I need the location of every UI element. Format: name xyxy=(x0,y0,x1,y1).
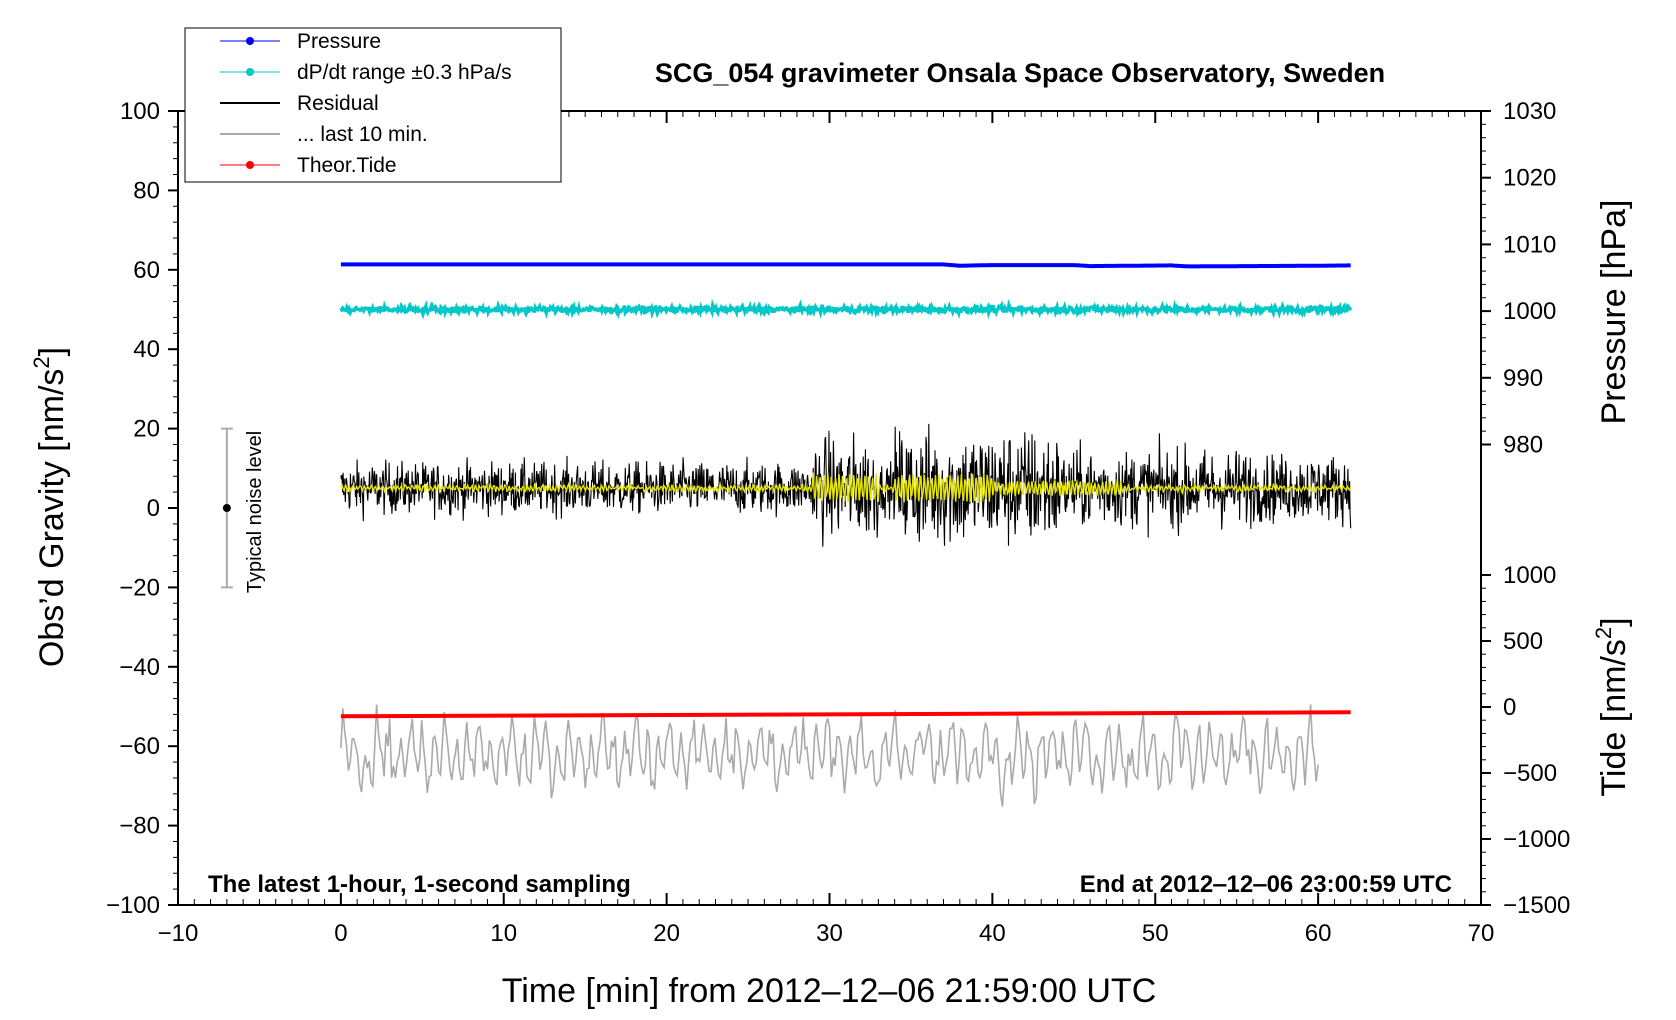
y-left-tick-label: 40 xyxy=(133,336,160,363)
series-residual-smoothed xyxy=(340,472,1352,504)
y-axis-title-tide: Tide [nm/s2] xyxy=(1591,617,1633,796)
y-left-tick-label: −40 xyxy=(119,654,160,681)
y-left-tick-label: −20 xyxy=(119,574,160,601)
y-left-tick-label: 80 xyxy=(133,177,160,204)
tide-tick-label: −1500 xyxy=(1503,892,1570,919)
pressure-tick-label: 1030 xyxy=(1503,98,1556,125)
x-tick-label: −10 xyxy=(158,920,199,947)
series-last-10-min xyxy=(340,704,1319,807)
y-left-tick-label: 20 xyxy=(133,416,160,443)
y-left-tick-label: 0 xyxy=(147,495,160,522)
x-axis-title: Time [min] from 2012‒12‒06 21:59:00 UTC xyxy=(502,972,1157,1010)
series-dpdt xyxy=(339,298,1353,320)
tide-tick-label: 500 xyxy=(1503,628,1543,655)
legend-label: dP/dt range ±0.3 hPa/s xyxy=(297,61,512,84)
pressure-tick-label: 980 xyxy=(1503,432,1543,459)
y-left-tick-label: −80 xyxy=(119,813,160,840)
x-tick-label: 30 xyxy=(816,920,843,947)
pressure-tick-label: 1010 xyxy=(1503,231,1556,258)
x-tick-label: 60 xyxy=(1305,920,1332,947)
x-tick-label: 70 xyxy=(1468,920,1495,947)
pressure-tick-label: 1020 xyxy=(1503,165,1556,192)
x-tick-label: 0 xyxy=(334,920,347,947)
legend-label: ... last 10 min. xyxy=(297,123,428,146)
pressure-tick-label: 1000 xyxy=(1503,298,1556,325)
legend-marker xyxy=(246,161,254,169)
pressure-tick-label: 990 xyxy=(1503,365,1543,392)
legend-box xyxy=(184,27,562,183)
legend-marker xyxy=(246,68,254,76)
series-theor-tide xyxy=(340,710,1351,719)
y-left-tick-label: 60 xyxy=(133,257,160,284)
y-left-tick-label: 100 xyxy=(120,98,160,125)
tide-tick-label: 1000 xyxy=(1503,562,1556,589)
legend-marker xyxy=(246,37,254,45)
y-left-tick-label: −100 xyxy=(106,892,160,919)
data-layer xyxy=(220,262,1353,807)
legend-label: Pressure xyxy=(297,30,381,53)
legend: Pressure dP/dt range ±0.3 hPa/s Residual..… xyxy=(184,27,562,183)
legend-label: Residual xyxy=(297,92,379,115)
x-tick-label: 40 xyxy=(979,920,1006,947)
tide-tick-label: 0 xyxy=(1503,694,1516,721)
y-axis-title-left: Obs’d Gravity [nm/s2] xyxy=(29,347,71,667)
x-tick-label: 20 xyxy=(653,920,680,947)
chart-title: SCG_054 gravimeter Onsala Space Observat… xyxy=(655,58,1385,88)
axes-layer: −10 0 10 20 30 40 50 60 70100806040200−20−40−60−… xyxy=(106,98,1570,947)
noise-level-label: Typical noise level xyxy=(244,431,266,593)
x-tick-label: 50 xyxy=(1142,920,1169,947)
tide-tick-label: −500 xyxy=(1503,760,1557,787)
legend-label: Theor.Tide xyxy=(297,154,397,177)
y-axis-title-pressure: Pressure [hPa] xyxy=(1595,200,1633,425)
x-tick-label: 10 xyxy=(490,920,517,947)
series-pressure xyxy=(340,262,1351,269)
y-left-tick-label: −60 xyxy=(119,733,160,760)
tide-tick-label: −1000 xyxy=(1503,826,1570,853)
note-left: The latest 1‑hour, 1‑second sampling xyxy=(208,871,631,898)
noise-bar-center xyxy=(222,504,231,512)
note-right: End at 2012‒12‒06 23:00:59 UTC xyxy=(1080,871,1452,898)
